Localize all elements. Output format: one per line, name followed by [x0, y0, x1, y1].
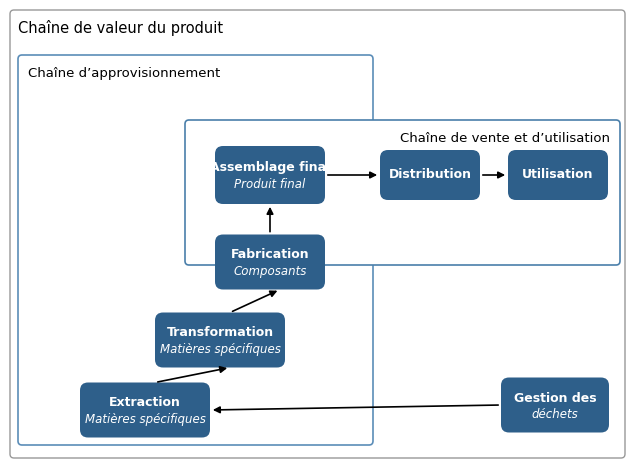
- Text: Matières spécifiques: Matières spécifiques: [85, 412, 206, 425]
- Text: déchets: déchets: [532, 407, 578, 420]
- FancyBboxPatch shape: [80, 383, 210, 438]
- Text: Chaîne d’approvisionnement: Chaîne d’approvisionnement: [28, 67, 220, 80]
- FancyBboxPatch shape: [10, 10, 625, 458]
- Text: Chaîne de vente et d’utilisation: Chaîne de vente et d’utilisation: [400, 131, 610, 144]
- Text: Distribution: Distribution: [389, 169, 471, 181]
- FancyBboxPatch shape: [185, 120, 620, 265]
- FancyBboxPatch shape: [508, 150, 608, 200]
- Text: Produit final: Produit final: [234, 178, 306, 191]
- Text: Extraction: Extraction: [109, 397, 181, 410]
- Text: Gestion des: Gestion des: [513, 391, 596, 404]
- Text: Assemblage final: Assemblage final: [210, 162, 330, 174]
- FancyBboxPatch shape: [215, 146, 325, 204]
- FancyBboxPatch shape: [501, 377, 609, 432]
- FancyBboxPatch shape: [380, 150, 480, 200]
- FancyBboxPatch shape: [18, 55, 373, 445]
- FancyBboxPatch shape: [155, 313, 285, 368]
- Text: Chaîne de valeur du produit: Chaîne de valeur du produit: [18, 20, 223, 36]
- Text: Fabrication: Fabrication: [231, 248, 310, 261]
- Text: Composants: Composants: [233, 265, 306, 277]
- Text: Utilisation: Utilisation: [522, 169, 594, 181]
- Text: Transformation: Transformation: [166, 327, 273, 340]
- Text: Matières spécifiques: Matières spécifiques: [159, 343, 280, 356]
- FancyBboxPatch shape: [215, 234, 325, 289]
